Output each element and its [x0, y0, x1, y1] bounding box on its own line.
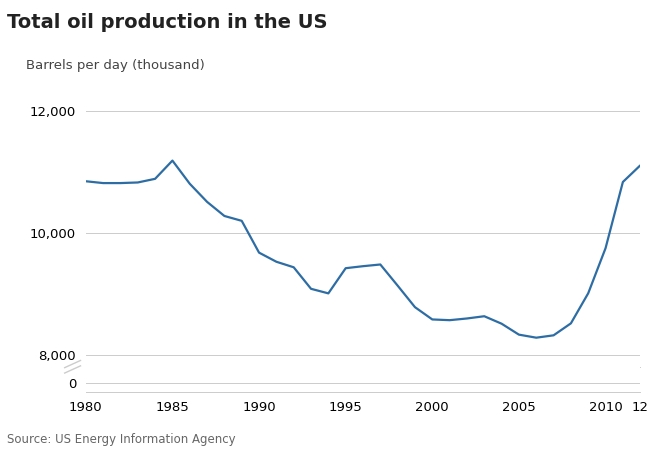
Text: Total oil production in the US: Total oil production in the US [7, 14, 327, 32]
Text: Source: US Energy Information Agency: Source: US Energy Information Agency [7, 432, 235, 446]
Text: Barrels per day (thousand): Barrels per day (thousand) [26, 58, 205, 72]
